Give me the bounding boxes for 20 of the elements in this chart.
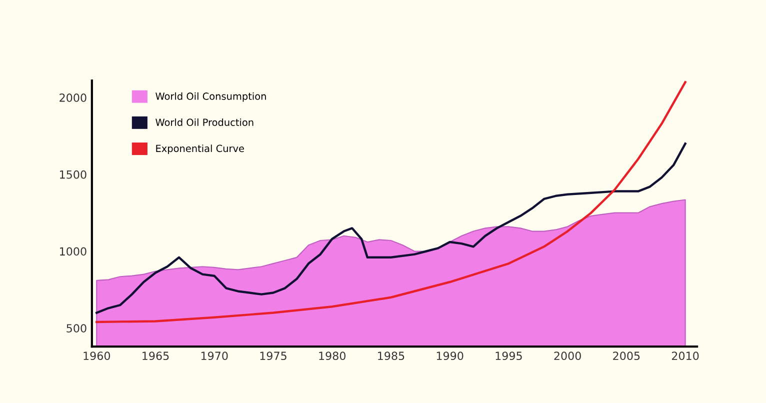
- legend-label: Exponential Curve: [156, 144, 244, 154]
- line-series: [96, 81, 686, 324]
- x-tick-label: 1965: [142, 352, 169, 360]
- line-series: [96, 142, 686, 314]
- y-tick-label: 2000: [60, 93, 86, 102]
- legend-label: World Oil Production: [156, 118, 254, 126]
- x-tick-label: 2000: [554, 352, 581, 360]
- x-tick-label: 1980: [319, 352, 346, 360]
- y-tick-label: 500: [66, 324, 86, 333]
- x-tick-label: 2005: [613, 352, 640, 360]
- y-tick-label: 1000: [60, 247, 86, 256]
- x-tick-label: 1975: [260, 352, 286, 360]
- x-tick-label: 1990: [436, 352, 464, 360]
- x-tick-label: 1960: [84, 352, 110, 360]
- x-tick-label: 1970: [201, 352, 228, 360]
- x-tick-label: 2010: [672, 352, 699, 360]
- x-tick-label: 1995: [496, 352, 522, 360]
- y-tick-label: 1500: [60, 170, 86, 179]
- x-tick-label: 1985: [378, 352, 404, 360]
- legend-label: World Oil Consumption: [156, 92, 266, 102]
